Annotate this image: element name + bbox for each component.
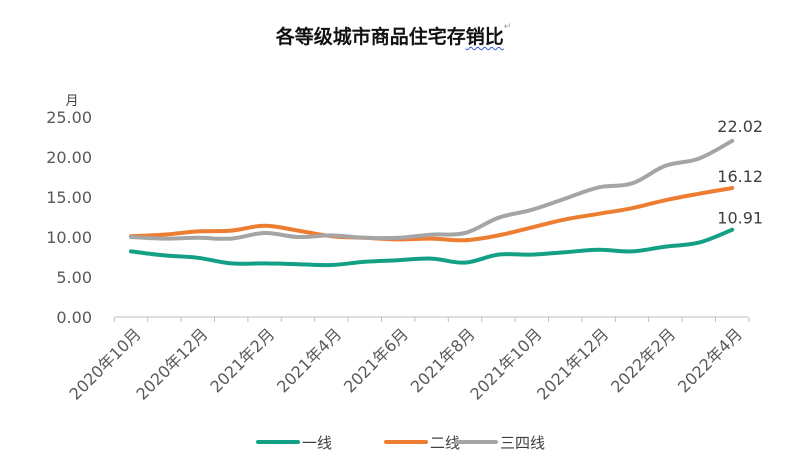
data-label-tier1-end: 10.91 (717, 209, 763, 228)
y-tick-label: 5.00 (56, 268, 92, 287)
y-tick-label: 25.00 (46, 108, 92, 127)
line-series-tier34 (129, 138, 735, 241)
line-series-tier1 (129, 227, 735, 268)
x-tick-label: 2021年2月 (206, 324, 278, 396)
x-tick-label: 2022年2月 (607, 324, 679, 396)
legend-item-tier34-label: 三四线 (500, 434, 545, 452)
x-tick-label: 2022年4月 (674, 324, 746, 396)
data-label-tier2-end: 16.12 (717, 167, 763, 186)
x-tick-label: 2021年6月 (340, 324, 412, 396)
chart-title: 各等级城市商品住宅存销比↵ (0, 22, 787, 49)
chart-title-spellcheck-text: 销比 (465, 26, 504, 48)
x-tick-label: 2021年4月 (273, 324, 345, 396)
x-tick-label: 2021年8月 (407, 324, 479, 396)
data-label-tier34-end: 22.02 (717, 117, 763, 136)
legend-item-tier2-label: 二线 (430, 434, 460, 452)
y-tick-label: 20.00 (46, 148, 92, 167)
y-axis-label: 月 (65, 94, 78, 109)
line-series-tier2 (129, 186, 735, 243)
chart-title-text: 各等级城市商品住宅存 (275, 26, 466, 48)
y-tick-label: 15.00 (46, 188, 92, 207)
y-tick-label: 10.00 (46, 228, 92, 247)
x-tick-label: 2021年12月 (533, 324, 612, 403)
legend-item-tier1-label: 一线 (302, 434, 332, 452)
y-tick-label: 0.00 (56, 308, 92, 327)
x-tick-label: 2020年12月 (132, 324, 211, 403)
paragraph-mark-icon: ↵ (503, 22, 512, 32)
